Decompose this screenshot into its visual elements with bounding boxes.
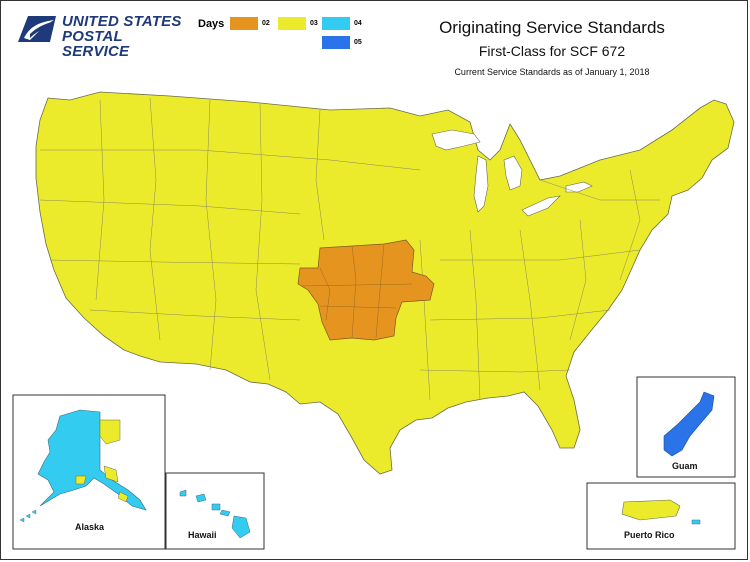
legend-label-05: 05	[354, 39, 362, 46]
legend-title: Days	[198, 18, 225, 30]
hawaii-islands	[179, 489, 251, 539]
legend-label-03: 03	[310, 20, 318, 27]
lake-michigan	[473, 155, 489, 213]
legend-swatch-05	[322, 36, 350, 49]
guam-shape	[663, 391, 715, 457]
map-title: Originating Service Standards	[439, 18, 665, 37]
legend-swatch-04	[322, 17, 350, 30]
eagle-icon	[18, 16, 56, 42]
guam-label: Guam	[672, 461, 698, 471]
hawaii-label: Hawaii	[188, 530, 217, 540]
legend-swatch-02	[230, 17, 258, 30]
alaska-yellow-areas	[75, 419, 129, 503]
logo-line-1: UNITED STATES	[62, 13, 182, 30]
boundary-lines	[39, 97, 660, 401]
puerto-rico-label: Puerto Rico	[624, 530, 675, 540]
lake-ontario	[565, 181, 593, 193]
virgin-islands-shape	[691, 519, 701, 525]
alaska-label: Alaska	[75, 522, 105, 532]
aleutian-islands	[19, 509, 37, 523]
lake-huron	[503, 155, 523, 191]
logo-line-2: POSTAL SERVICE	[62, 28, 130, 60]
puerto-rico-shape	[621, 499, 681, 521]
map-note: Current Service Standards as of January …	[454, 67, 650, 77]
hawaii-inset	[165, 472, 265, 550]
legend: Days 02 03 04 05	[198, 15, 398, 55]
lake-erie	[521, 195, 561, 217]
legend-swatch-03	[278, 17, 306, 30]
usps-logo: UNITED STATES POSTAL SERVICE	[16, 12, 186, 59]
lake-superior	[431, 129, 481, 151]
two-day-region	[297, 239, 435, 341]
map-subtitle: First-Class for SCF 672	[478, 43, 626, 59]
two-day-boundaries	[301, 243, 413, 339]
legend-label-04: 04	[354, 20, 362, 27]
legend-label-02: 02	[262, 20, 270, 27]
